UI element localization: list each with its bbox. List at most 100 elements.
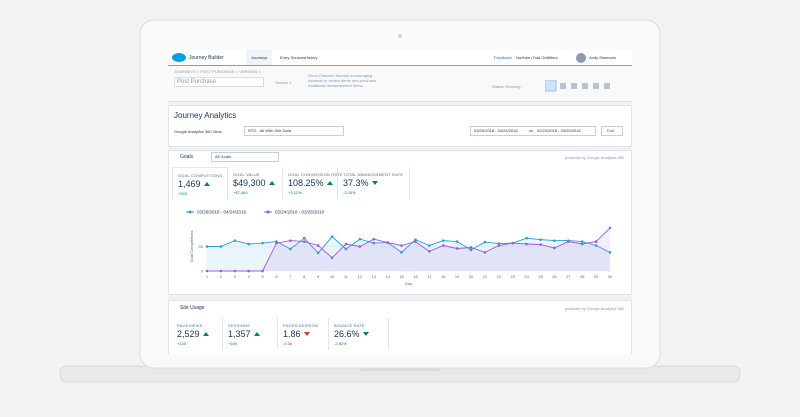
metric-label: BOUNCE RATE bbox=[334, 323, 365, 328]
series-line bbox=[207, 236, 611, 254]
x-axis-label: Day bbox=[405, 281, 412, 286]
feedback-link[interactable]: Feedback bbox=[494, 55, 512, 60]
journey-name: Post Purchase bbox=[177, 79, 217, 85]
metric-value: $49,300 bbox=[233, 178, 266, 188]
x-tick-label: 26 bbox=[552, 274, 557, 279]
arrow-shape bbox=[362, 332, 369, 336]
metric-label: GOAL COMPLETIONS bbox=[178, 173, 223, 178]
metric-tile[interactable]: GOAL COMPLETIONS 1,469 +245 bbox=[172, 167, 228, 199]
arrow-shape bbox=[253, 332, 260, 336]
user-menu[interactable]: Andy Simmons bbox=[589, 55, 616, 60]
metric-change: -0.36 bbox=[283, 341, 293, 346]
view-label: Google Analytics 360 View: bbox=[174, 129, 223, 134]
data-point bbox=[553, 239, 556, 242]
edit-button[interactable] bbox=[601, 126, 623, 136]
data-point bbox=[316, 244, 320, 247]
series-area bbox=[207, 227, 610, 271]
data-point bbox=[358, 245, 362, 248]
data-point bbox=[302, 236, 306, 240]
metric-tile[interactable]: SESSIONS 1,357 +169 bbox=[223, 318, 278, 350]
data-point bbox=[261, 241, 264, 245]
trend-arrow bbox=[268, 181, 275, 185]
metric-value: 1,469 bbox=[178, 179, 201, 189]
data-point bbox=[275, 241, 278, 245]
x-tick-label: 29 bbox=[594, 274, 599, 279]
data-point bbox=[233, 239, 237, 242]
tab[interactable]: History bbox=[305, 55, 318, 60]
arrow-shape bbox=[203, 182, 210, 186]
y-axis-label: Goal Completions bbox=[189, 231, 194, 263]
metric-value: 37.3% bbox=[343, 178, 369, 188]
metric-label: TOTAL ABANDONMENT RATE bbox=[343, 172, 404, 177]
x-tick-label: 19 bbox=[455, 274, 460, 279]
data-point bbox=[344, 242, 348, 246]
tab[interactable]: Entry Sources bbox=[280, 55, 306, 60]
status: Status: Running bbox=[492, 84, 521, 89]
metric-tile[interactable]: GOAL VALUE $49,300 +$7,460 bbox=[228, 167, 283, 199]
x-tick-label: 20 bbox=[469, 274, 474, 279]
data-point bbox=[455, 240, 459, 243]
description: Omni-Channel Journey encouraging contact… bbox=[308, 73, 377, 89]
compare-range: 02/24/2018 - 03/25/2018 bbox=[537, 128, 581, 133]
x-tick-label: 17 bbox=[427, 274, 432, 279]
tab[interactable]: Journeys bbox=[251, 55, 268, 60]
goals-title: Goals bbox=[180, 154, 194, 160]
x-tick-label: 24 bbox=[524, 274, 529, 279]
data-point bbox=[261, 269, 264, 273]
data-point bbox=[316, 251, 320, 255]
metric-change: +$7,460 bbox=[233, 190, 248, 195]
x-tick-label: 5 bbox=[261, 274, 264, 279]
metric-value: 1.86 bbox=[283, 329, 301, 339]
data-point bbox=[428, 244, 431, 247]
data-point bbox=[386, 241, 389, 244]
arrow-shape bbox=[202, 332, 209, 336]
metric-tile[interactable]: PAGEVIEWS 2,529 +130 bbox=[172, 318, 223, 350]
name-input[interactable] bbox=[174, 77, 264, 87]
data-point bbox=[455, 247, 459, 250]
goal-chart: 03/26/2018 - 04/24/2018 02/24/2018 - 03/2… bbox=[186, 210, 613, 286]
app-name: Journey Builder bbox=[189, 55, 224, 61]
view-select[interactable] bbox=[244, 126, 344, 136]
data-point bbox=[233, 269, 237, 273]
data-point bbox=[441, 239, 445, 242]
metric-tile[interactable]: TOTAL ABANDONMENT RATE 37.3% -3.25% bbox=[338, 167, 410, 199]
x-tick-label: 13 bbox=[372, 274, 377, 279]
trend-arrow bbox=[326, 181, 333, 185]
x-tick-label: 22 bbox=[497, 274, 502, 279]
powered-by: powered by Google Analytics 360 bbox=[565, 155, 625, 160]
data-point bbox=[441, 244, 445, 247]
metric-change: -3.25% bbox=[343, 190, 356, 195]
org-menu[interactable]: Northern Trail Outfitters bbox=[516, 55, 558, 60]
metric-value: 1,357 bbox=[228, 329, 251, 339]
edit-label: Edit bbox=[607, 128, 614, 133]
data-point bbox=[469, 246, 473, 249]
metric-value: 2,529 bbox=[177, 329, 200, 339]
powered-by: powered by Google Analytics 360 bbox=[565, 306, 625, 311]
data-point bbox=[553, 246, 556, 250]
x-tick-label: 8 bbox=[303, 274, 306, 279]
x-tick-label: 23 bbox=[510, 274, 515, 279]
version[interactable]: Version 1 bbox=[275, 80, 292, 85]
data-point bbox=[372, 237, 376, 241]
data-point bbox=[511, 241, 515, 245]
data-point bbox=[469, 248, 473, 252]
metric-label: PAGES/SESSION bbox=[283, 323, 318, 328]
breadcrumb: JOURNEYS > POST PURCHASE > VERSION 1 bbox=[174, 69, 261, 74]
metric-change: +245 bbox=[178, 191, 188, 196]
analytics-title: Journey Analytics bbox=[174, 111, 237, 120]
metric-value: 108.25% bbox=[288, 178, 324, 188]
date-box[interactable] bbox=[470, 126, 596, 136]
metric-tile[interactable]: GOAL CONVERSION RATE 108.25% +3.22% bbox=[283, 167, 342, 199]
goals-select[interactable] bbox=[211, 152, 279, 162]
metric-change: +3.22% bbox=[288, 190, 302, 195]
toolbar-icons bbox=[545, 80, 610, 92]
data-point bbox=[580, 240, 584, 243]
legend-dot bbox=[188, 210, 192, 214]
arrow-shape bbox=[268, 181, 275, 185]
arrow-shape bbox=[326, 181, 333, 185]
data-point bbox=[414, 238, 417, 241]
legend-label: 03/26/2018 - 04/24/2018 bbox=[197, 210, 247, 215]
metric-tile[interactable]: PAGES/SESSION 1.86 -0.36 bbox=[278, 318, 329, 350]
metric-tile[interactable]: BOUNCE RATE 26.6% -2.82% bbox=[329, 318, 389, 350]
